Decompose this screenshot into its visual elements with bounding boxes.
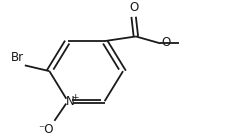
- Text: Br: Br: [11, 51, 24, 64]
- Text: +: +: [71, 93, 79, 102]
- Text: O: O: [128, 2, 138, 14]
- Text: N: N: [65, 95, 74, 108]
- Text: O: O: [160, 36, 169, 49]
- Text: ⁻O: ⁻O: [38, 123, 53, 136]
